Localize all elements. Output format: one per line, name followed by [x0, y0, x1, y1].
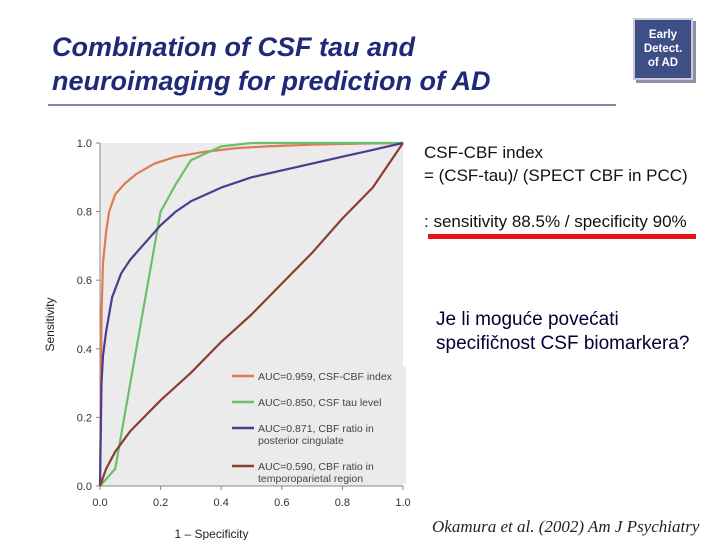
early-detection-badge: Early Detect. of AD: [633, 18, 693, 80]
y-tick-label: 0.8: [77, 207, 92, 219]
x-tick-label: 0.2: [153, 497, 168, 509]
legend-label-line: posterior cingulate: [258, 435, 344, 447]
x-axis-title: 1 – Specificity: [174, 527, 248, 540]
legend-label-line: AUC=0.590, CBF ratio in: [258, 461, 374, 473]
badge-line-2: Detect.: [643, 43, 683, 55]
y-tick-label: 0.4: [77, 344, 92, 356]
legend-label-line: AUC=0.871, CBF ratio in: [258, 423, 374, 435]
series-line-2: [99, 141, 403, 487]
legend-label-line: AUC=0.850, CSF tau level: [258, 397, 381, 409]
roc-chart: 0.0 0.2 0.4 0.6 0.8 1.0 0.0 0.2 0.4 0.6 0.8 1.0 1 – …: [40, 118, 420, 541]
legend-label-2: AUC=0.850, CSF tau level: [258, 397, 381, 409]
formula-title: CSF-CBF index: [424, 143, 544, 162]
sensitivity-specificity-text: : sensitivity 88.5% / specificity 90%: [424, 212, 687, 231]
x-tick-label: 0.4: [214, 497, 229, 509]
legend: [228, 366, 406, 484]
y-tick-label: 0.0: [77, 481, 92, 493]
y-tick-label: 1.0: [77, 138, 92, 150]
series-line-3: [98, 141, 404, 487]
x-tick-label: 0.6: [274, 497, 289, 509]
legend-label-1: AUC=0.959, CSF-CBF index: [258, 371, 393, 383]
badge-line-1: Early: [648, 29, 678, 41]
slide-title-line-2: neuroimaging for prediction of AD: [52, 66, 491, 96]
roc-chart-svg: 0.0 0.2 0.4 0.6 0.8 1.0 0.0 0.2 0.4 0.6 0.8 1.0 1 – …: [40, 118, 420, 541]
legend-label-line: temporoparietal region: [258, 473, 363, 485]
legend-label-4: AUC=0.590, CBF ratio in temporoparietal r…: [258, 461, 374, 485]
y-axis-title: Sensitivity: [43, 297, 57, 351]
citation: Okamura et al. (2002) Am J Psychiatry: [432, 517, 700, 536]
legend-label-3: AUC=0.871, CBF ratio in posterior cingula…: [258, 423, 374, 447]
slide-title-line-1: Combination of CSF tau and: [52, 32, 415, 62]
series-line-1: [98, 141, 404, 487]
title-divider: [48, 104, 616, 106]
formula-expression: = (CSF-tau)/ (SPECT CBF in PCC): [424, 166, 688, 185]
x-tick-label: 0.8: [335, 497, 350, 509]
legend-label-line: AUC=0.959, CSF-CBF index: [258, 371, 393, 383]
badge-line-3: of AD: [647, 57, 679, 69]
red-underline: [428, 234, 696, 239]
series-line-4: [98, 142, 404, 487]
x-tick-label: 1.0: [395, 497, 410, 509]
x-tick-label: 0.0: [92, 497, 107, 509]
y-tick-label: 0.6: [77, 275, 92, 287]
slide-title: Combination of CSF tau and neuroimaging …: [52, 30, 612, 98]
y-tick-label: 0.2: [77, 412, 92, 424]
question-text: Je li moguće povećati specifičnost CSF b…: [436, 309, 690, 354]
